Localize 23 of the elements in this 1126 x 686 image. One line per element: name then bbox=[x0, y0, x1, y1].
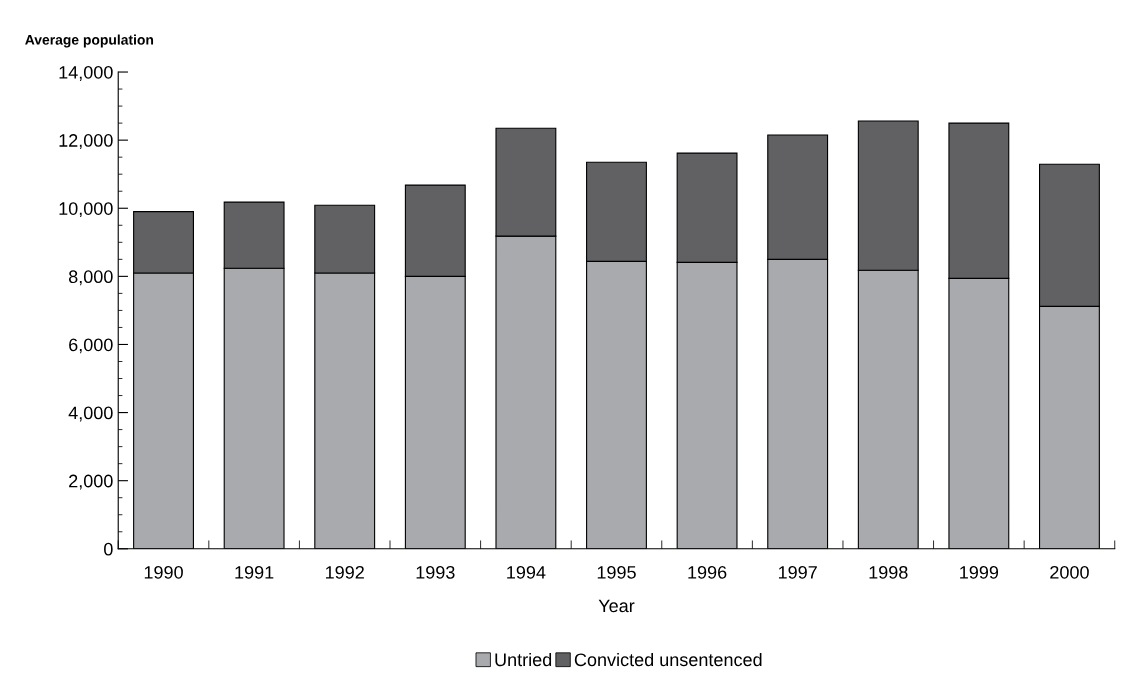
x-tick-label: 1990 bbox=[144, 565, 183, 579]
y-tick-label: 6,000 bbox=[69, 338, 113, 354]
y-tick-label: 2,000 bbox=[69, 474, 113, 490]
x-tick-label: 1998 bbox=[869, 565, 908, 579]
x-tick-label: 1993 bbox=[416, 565, 455, 579]
y-tick-label: 8,000 bbox=[68, 270, 113, 286]
legend-label: Convicted unsentenced bbox=[574, 652, 762, 667]
y-tick-label: 4,000 bbox=[68, 406, 113, 422]
y-axis-title: Average population bbox=[25, 34, 154, 48]
y-tick-label: 0 bbox=[104, 542, 113, 556]
x-tick-label: 2000 bbox=[1050, 565, 1089, 579]
x-tick-label: 1999 bbox=[960, 565, 999, 579]
x-tick-label: 1991 bbox=[235, 565, 274, 579]
y-tick-label: 12,000 bbox=[59, 134, 113, 149]
x-tick-label: 1992 bbox=[326, 565, 364, 579]
x-axis-title: Year bbox=[598, 599, 635, 613]
x-tick-label: 1994 bbox=[507, 565, 546, 579]
legend-label: Untried bbox=[495, 652, 552, 667]
y-tick-label: 14,000 bbox=[59, 65, 113, 81]
y-tick-label: 10,000 bbox=[59, 202, 113, 218]
x-tick-label: 1997 bbox=[778, 565, 817, 579]
x-tick-label: 1995 bbox=[597, 565, 636, 579]
x-tick-label: 1996 bbox=[688, 565, 727, 579]
